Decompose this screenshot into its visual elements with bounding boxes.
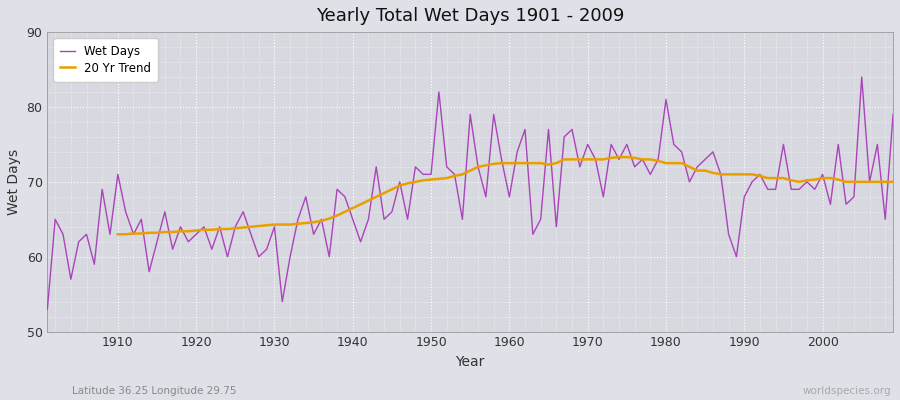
20 Yr Trend — [832, 177, 843, 182]
Y-axis label: Wet Days: Wet Days — [7, 149, 21, 215]
20 Yr Trend — [574, 157, 585, 162]
Wet Days — [887, 112, 898, 117]
Wet Days — [104, 232, 115, 237]
Wet Days — [598, 194, 608, 199]
20 Yr Trend — [512, 161, 523, 166]
Line: Wet Days: Wet Days — [48, 77, 893, 309]
Line: 20 Yr Trend: 20 Yr Trend — [118, 157, 893, 234]
Wet Days — [42, 307, 53, 312]
Text: worldspecies.org: worldspecies.org — [803, 386, 891, 396]
20 Yr Trend — [614, 155, 625, 160]
20 Yr Trend — [887, 180, 898, 184]
Legend: Wet Days, 20 Yr Trend: Wet Days, 20 Yr Trend — [53, 38, 158, 82]
20 Yr Trend — [292, 221, 303, 226]
Wet Days — [496, 157, 507, 162]
Text: Latitude 36.25 Longitude 29.75: Latitude 36.25 Longitude 29.75 — [72, 386, 237, 396]
Title: Yearly Total Wet Days 1901 - 2009: Yearly Total Wet Days 1901 - 2009 — [316, 7, 625, 25]
Wet Days — [856, 74, 867, 79]
X-axis label: Year: Year — [455, 355, 485, 369]
20 Yr Trend — [856, 180, 867, 184]
20 Yr Trend — [112, 232, 123, 237]
Wet Days — [277, 299, 288, 304]
20 Yr Trend — [261, 223, 272, 228]
Wet Days — [504, 194, 515, 199]
Wet Days — [324, 254, 335, 259]
